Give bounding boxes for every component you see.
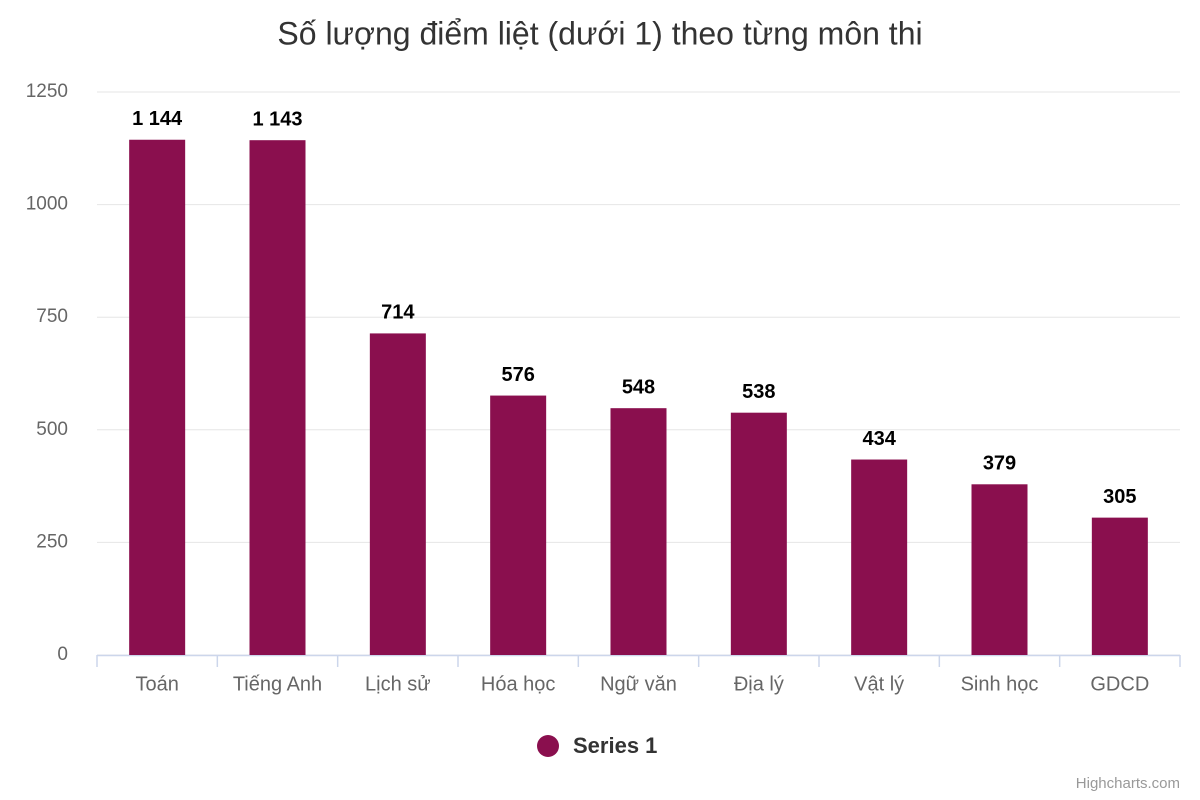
y-tick-label: 250 [36, 531, 68, 552]
bar [851, 459, 908, 655]
x-tick-label: Địa lý [734, 673, 784, 695]
bar [249, 140, 306, 655]
bar [971, 484, 1028, 655]
bar [730, 412, 787, 655]
x-tick-label: Lịch sử [365, 673, 431, 695]
x-tick-label: Sinh học [961, 673, 1039, 695]
y-tick-label: 500 [36, 419, 68, 440]
x-tick-label: Hóa học [481, 673, 556, 695]
bar [369, 333, 426, 655]
value-label: 379 [983, 453, 1016, 475]
value-label: 576 [501, 364, 534, 386]
x-tick-label: GDCD [1090, 673, 1149, 695]
value-label: 548 [622, 376, 655, 398]
bar [610, 408, 667, 655]
value-label: 434 [862, 428, 896, 450]
value-label: 538 [742, 381, 775, 403]
bar [1091, 517, 1148, 655]
x-tick-label: Tiếng Anh [233, 673, 322, 695]
value-label: 1 144 [132, 108, 183, 130]
credits[interactable]: Highcharts.com [1076, 775, 1180, 792]
bar [129, 139, 186, 655]
y-tick-label: 1250 [26, 81, 68, 102]
x-tick-label: Ngữ văn [600, 673, 677, 695]
chart-title: Số lượng điểm liệt (dưới 1) theo từng mô… [277, 15, 922, 51]
y-tick-label: 1000 [26, 194, 68, 215]
y-tick-label: 0 [57, 644, 68, 665]
bar [490, 395, 547, 655]
x-tick-label: Vật lý [854, 673, 904, 695]
x-tick-label: Toán [135, 673, 178, 695]
legend-marker [537, 735, 559, 757]
legend-label[interactable]: Series 1 [573, 733, 657, 758]
y-tick-label: 750 [36, 306, 68, 327]
value-label: 305 [1103, 486, 1136, 508]
value-label: 714 [381, 302, 415, 324]
value-label: 1 143 [252, 108, 302, 130]
